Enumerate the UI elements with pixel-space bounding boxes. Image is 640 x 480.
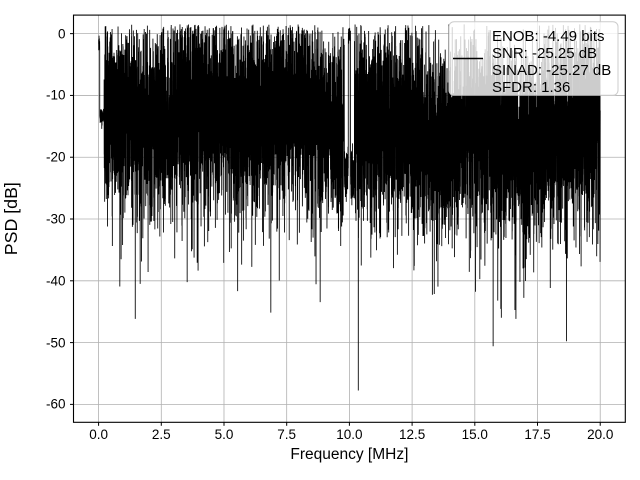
svg-text:PSD [dB]: PSD [dB]	[1, 182, 21, 255]
